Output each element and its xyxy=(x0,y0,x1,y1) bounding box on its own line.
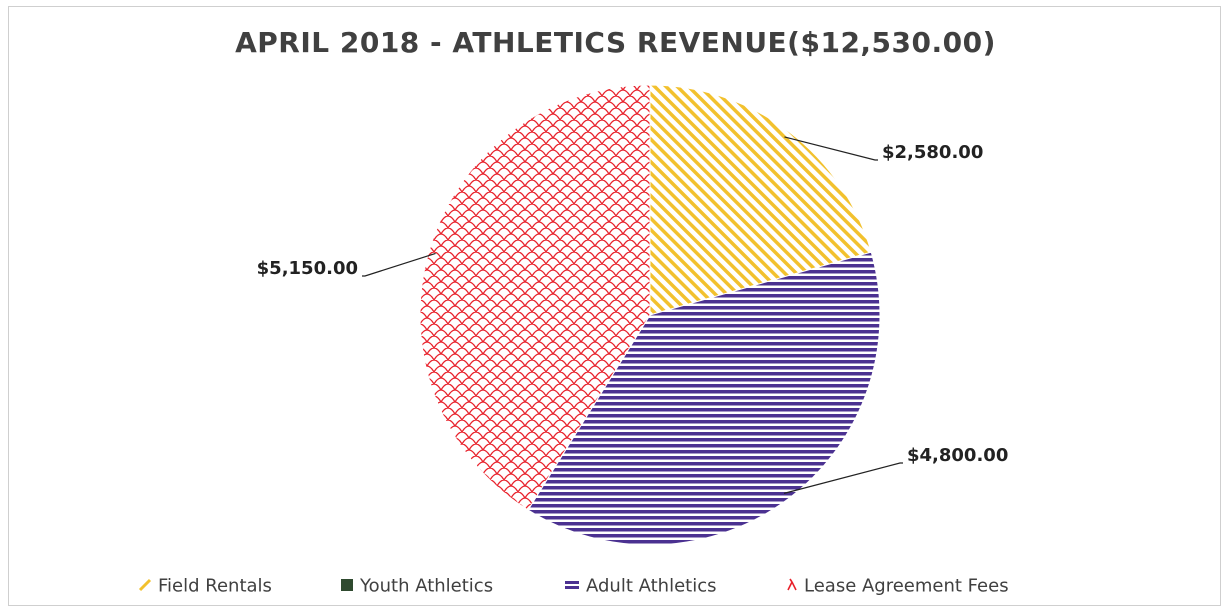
legend-marker-adult-athletics xyxy=(564,576,580,597)
legend: Field Rentals Youth Athletics Adult Athl… xyxy=(0,575,1231,601)
data-label-field-rentals: $2,580.00 xyxy=(882,142,983,163)
chart-title: APRIL 2018 - ATHLETICS REVENUE($12,530.0… xyxy=(235,26,996,59)
leader-line-field-rentals xyxy=(784,136,878,161)
legend-item-lease-agreement-fees: Lease Agreement Fees xyxy=(786,575,1009,597)
legend-item-adult-athletics: Adult Athletics xyxy=(564,575,716,597)
legend-label-lease-agreement-fees: Lease Agreement Fees xyxy=(804,575,1009,597)
legend-item-field-rentals: Field Rentals xyxy=(138,575,272,597)
pie-slice-field-rentals xyxy=(649,84,872,316)
pie-slice-adult-athletics xyxy=(527,251,881,546)
legend-marker-lease-agreement-fees xyxy=(786,576,798,597)
data-label-lease-agreement-fees: $5,150.00 xyxy=(257,258,358,279)
legend-marker-youth-athletics xyxy=(340,576,354,597)
data-label-adult-athletics: $4,800.00 xyxy=(907,445,1008,466)
pie-slice-lease-agreement-fees xyxy=(419,84,651,511)
legend-label-youth-athletics: Youth Athletics xyxy=(360,575,494,597)
legend-item-youth-athletics: Youth Athletics xyxy=(340,575,493,597)
leader-line-lease-agreement-fees xyxy=(362,252,436,277)
legend-marker-field-rentals xyxy=(138,576,152,597)
legend-label-field-rentals: Field Rentals xyxy=(158,575,272,597)
legend-label-adult-athletics: Adult Athletics xyxy=(586,575,717,597)
leader-line-adult-athletics xyxy=(783,462,903,494)
